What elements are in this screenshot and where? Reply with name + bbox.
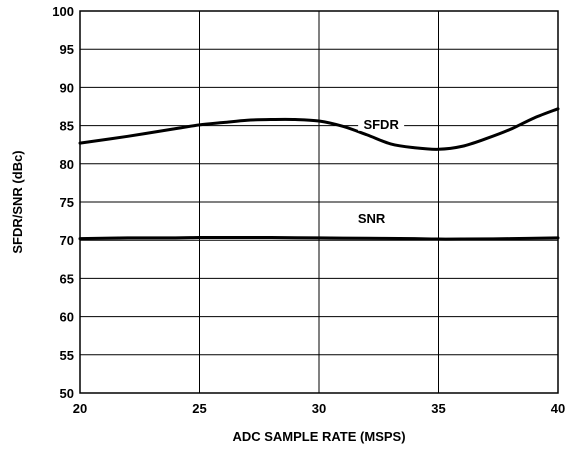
y-tick-label: 65: [60, 271, 74, 286]
series-line-sfdr: [78, 107, 560, 151]
x-tick-label: 30: [312, 401, 326, 416]
y-tick-label: 50: [60, 386, 74, 401]
y-tick-label: 80: [60, 157, 74, 172]
annotation-background: [358, 114, 405, 131]
y-axis-title: SFDR/SNR (dBc): [10, 150, 25, 253]
y-tick-label: 55: [60, 348, 74, 363]
y-tick-label: 100: [52, 4, 74, 19]
series-lines: [78, 107, 560, 241]
series-label-sfdr: SFDR: [363, 117, 399, 132]
series-line-snr: [78, 235, 560, 241]
y-tick-label: 90: [60, 80, 74, 95]
x-tick-label: 25: [192, 401, 206, 416]
y-tick-label: 95: [60, 42, 74, 57]
x-tick-label: 20: [73, 401, 87, 416]
x-tick-labels: 20 25 30 35 40: [73, 401, 565, 416]
x-axis-title: ADC SAMPLE RATE (MSPS): [232, 429, 405, 444]
series-label-snr: SNR: [358, 211, 386, 226]
y-tick-label: 70: [60, 233, 74, 248]
y-tick-labels: 50 55 60 65 70 75 80 85 90 95 100: [52, 4, 74, 401]
y-tick-label: 75: [60, 195, 74, 210]
y-tick-label: 85: [60, 119, 74, 134]
plot-frame: [79, 10, 559, 394]
x-tick-label: 35: [431, 401, 445, 416]
y-tick-label: 60: [60, 310, 74, 325]
x-tick-label: 40: [551, 401, 565, 416]
grid: [79, 10, 559, 394]
series-annotations: SFDR SNR: [358, 114, 405, 226]
